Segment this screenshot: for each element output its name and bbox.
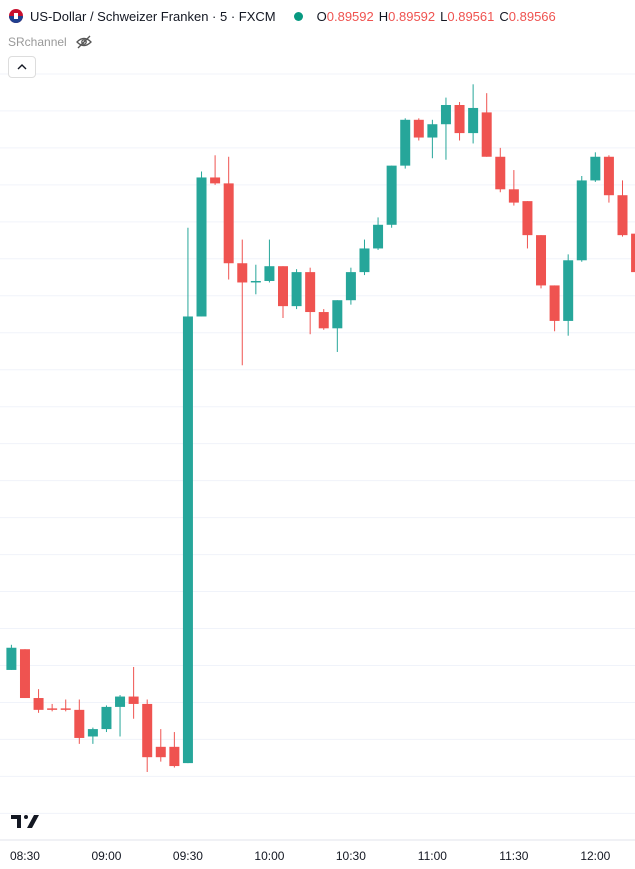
candle-body	[454, 105, 465, 134]
candle-body	[495, 156, 506, 190]
ohlc-label: C	[499, 8, 509, 24]
ohlc-label: O	[316, 8, 327, 24]
ohlc-value: 0.89561	[447, 8, 495, 24]
candle-body	[6, 647, 17, 670]
x-tick-label: 11:30	[499, 849, 528, 863]
x-tick-label: 09:00	[91, 849, 121, 863]
candle-body	[47, 708, 58, 710]
candle-body	[440, 105, 451, 125]
candle-body	[291, 272, 302, 307]
candle-body	[278, 266, 288, 307]
logo-dot	[24, 815, 28, 819]
candle-body	[603, 156, 614, 196]
candle-body	[427, 124, 438, 138]
candle-body	[196, 177, 207, 317]
collapse-button[interactable]	[8, 56, 36, 78]
candle-body	[264, 266, 275, 281]
chevron-icon	[17, 64, 27, 70]
candle-body	[33, 698, 44, 710]
candle-body	[305, 272, 316, 313]
x-tick-label: 12:00	[580, 849, 610, 863]
candle-body	[142, 703, 153, 758]
candle-body	[115, 696, 126, 707]
logo-shape	[11, 815, 39, 828]
candle-body	[345, 272, 356, 301]
candle-body	[182, 316, 193, 764]
candle-body	[386, 165, 397, 225]
indicator-row: SRchannel	[8, 35, 93, 49]
ohlc-value: 0.89592	[388, 8, 436, 24]
candle-body	[481, 112, 492, 157]
candle-body	[631, 233, 635, 273]
candle-body	[223, 183, 234, 264]
candle-body	[617, 195, 628, 236]
candle-body	[101, 706, 112, 730]
candle-body	[19, 649, 30, 699]
x-tick-label: 08:30	[10, 849, 40, 863]
x-tick-label: 11:00	[418, 849, 447, 863]
hide-icon[interactable]	[75, 35, 93, 49]
candle-body	[74, 709, 85, 738]
candle-body	[576, 180, 587, 261]
candle-body	[536, 235, 547, 286]
flag-icon	[9, 9, 23, 23]
candle-body	[590, 156, 601, 181]
logo	[11, 815, 39, 828]
candle-body	[563, 260, 574, 321]
candle-body	[373, 224, 384, 249]
ohlc-label: L	[440, 8, 448, 24]
candle-body	[250, 280, 261, 283]
x-tick-label: 10:30	[336, 849, 366, 863]
candle-body	[359, 248, 370, 273]
ohlc-legend: O0.89592 H0.89592 L0.89561 C0.89566	[317, 9, 556, 24]
x-tick-label: 09:30	[173, 849, 203, 863]
candle-body	[318, 312, 329, 329]
header: US-Dollar / Schweizer Franken · 5 · FXCM…	[8, 8, 556, 24]
candle-body	[413, 119, 424, 138]
candle-body	[468, 107, 479, 134]
candle-body	[169, 746, 180, 767]
candle-body	[522, 201, 533, 236]
symbol-title: US-Dollar / Schweizer Franken · 5 · FXCM	[30, 8, 276, 24]
candle-body	[332, 300, 343, 329]
candle-body	[155, 746, 166, 758]
candle-body	[508, 189, 519, 203]
candle-body	[210, 177, 221, 184]
x-tick-label: 10:00	[254, 849, 284, 863]
indicator-name: SRchannel	[8, 35, 67, 49]
candle-body	[128, 696, 139, 704]
candle-body	[549, 285, 560, 321]
candle-body	[87, 729, 98, 737]
ohlc-value: 0.89566	[508, 8, 556, 24]
candle-body	[400, 119, 411, 166]
ohlc-label: H	[378, 8, 389, 24]
market-status	[293, 11, 303, 21]
candle-body	[60, 708, 71, 710]
ohlc-value: 0.89592	[326, 8, 374, 24]
candle-body	[237, 263, 248, 283]
